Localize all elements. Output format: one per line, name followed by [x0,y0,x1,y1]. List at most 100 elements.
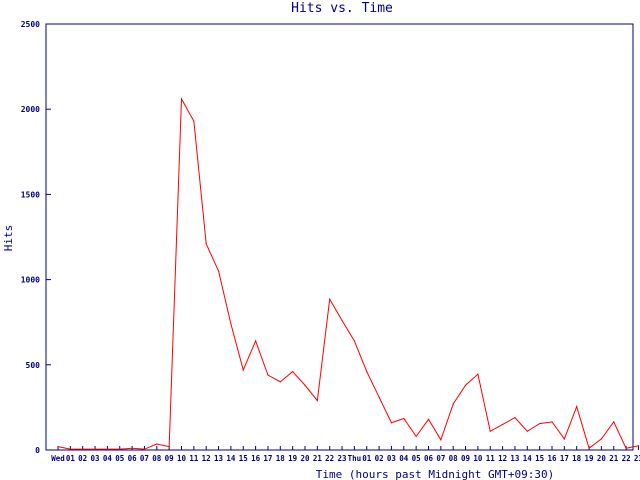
data-point [304,384,306,386]
x-tick-label: 14 [226,454,236,463]
data-point [94,448,96,450]
chart-title: Hits vs. Time [291,1,393,16]
data-point [316,399,318,402]
x-tick-label: 09 [461,454,471,463]
x-tick-label: 19 [288,454,298,463]
x-tick-label: 22 [622,454,631,463]
data-point [180,98,183,100]
x-tick-label: 06 [424,454,434,463]
x-tick-label: 13 [214,454,224,463]
x-tick-label: 15 [239,454,248,463]
x-tick-label: 23 [338,454,348,463]
data-point [637,445,640,447]
data-point [82,448,84,450]
data-point [156,443,158,445]
data-point [600,438,603,440]
x-tick-label: 04 [399,454,409,463]
data-point [205,243,207,245]
y-tick-label: 500 [26,361,41,370]
data-point [440,439,442,441]
x-tick-label: 09 [165,454,175,463]
x-tick-label: 14 [523,454,533,463]
y-tick-label: 0 [35,446,40,455]
data-point [217,270,220,272]
x-tick-label: 21 [609,454,619,463]
data-point [427,418,430,420]
y-axis-ticks: 0 500 1000 1500 2000 2500 [21,20,51,455]
data-point [378,396,380,398]
data-point [279,381,281,383]
x-tick-label: 23 [634,454,640,463]
x-tick-label: 20 [300,454,310,463]
data-point [502,423,504,426]
data-point [539,422,541,425]
x-tick-label: 03 [91,454,101,463]
data-point [551,421,553,423]
data-point [366,371,368,373]
x-tick-label: 17 [560,454,569,463]
x-tick-label: 03 [387,454,397,463]
data-point [588,447,590,449]
data-point [255,340,257,342]
data-point [613,421,615,423]
data-point [267,374,269,376]
x-tick-label: 20 [597,454,607,463]
data-point [403,417,405,420]
x-tick-label: 19 [585,454,595,463]
x-tick-label: 13 [510,454,520,463]
x-axis-label: Time (hours past Midnight GMT+09:30) [316,468,554,480]
data-point [464,384,467,386]
y-tick-label: 1000 [21,276,40,285]
data-point [106,448,108,450]
x-tick-label: 01 [66,454,76,463]
data-point [143,448,146,450]
x-tick-label: 17 [263,454,272,463]
x-tick-label: 11 [189,454,199,463]
x-tick-label: 04 [103,454,113,463]
data-point [452,403,454,405]
x-tick-label: 02 [375,454,384,463]
x-tick-label: 01 [362,454,372,463]
data-point [57,445,59,448]
data-point [168,445,170,448]
data-point [341,319,343,322]
x-tick-label: 11 [486,454,496,463]
x-tick-label: 02 [78,454,87,463]
data-point [477,373,479,375]
x-tick-label: 22 [325,454,334,463]
y-tick-label: 2000 [21,105,40,114]
y-tick-label: 1500 [21,190,40,199]
data-point [526,430,528,432]
series-group [57,97,640,450]
data-point [292,371,294,373]
data-point [131,447,133,449]
x-tick-label: 10 [473,454,483,463]
data-point [514,417,516,419]
x-tick-label: 16 [251,454,261,463]
x-tick-label: 07 [140,454,149,463]
x-tick-label: 08 [449,454,459,463]
data-point [625,447,627,449]
x-tick-label: Wed [51,454,65,463]
x-tick-label: 16 [547,454,557,463]
x-tick-label: 05 [412,454,421,463]
hits-series-line [57,97,639,450]
data-point [489,430,491,432]
data-point [69,448,71,450]
x-tick-label: 18 [276,454,286,463]
x-tick-label: 18 [572,454,582,463]
x-tick-label: 10 [177,454,187,463]
data-point [576,405,578,408]
y-tick-label: 2500 [21,20,40,29]
data-point [353,340,355,342]
x-tick-label: 21 [313,454,323,463]
x-axis-ticks: Wed 01 02 03 04 05 06 07 08 09 10 11 12 13 14 15 16 17 18 1… [51,446,640,463]
data-point [390,422,393,424]
x-tick-label: Thu [348,454,362,463]
data-point [193,120,195,122]
x-tick-label: 05 [115,454,124,463]
y-axis-label: Hits [2,225,15,252]
x-tick-label: 12 [202,454,211,463]
x-tick-label: 12 [498,454,507,463]
